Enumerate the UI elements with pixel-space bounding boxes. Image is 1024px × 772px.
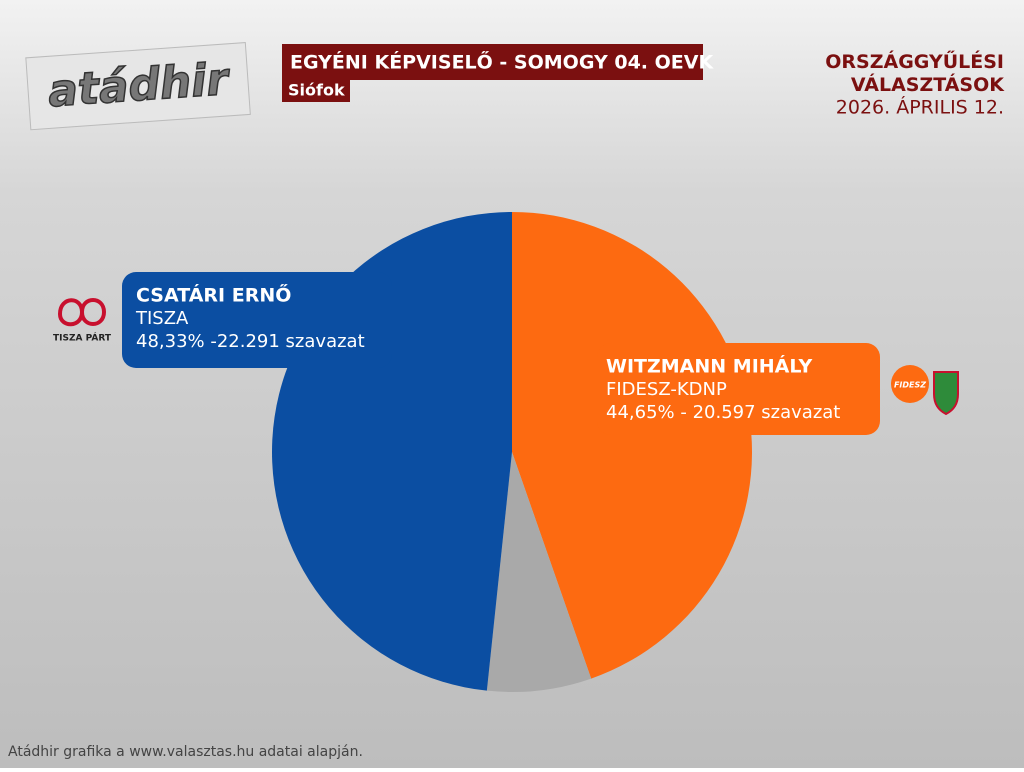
value-label: 48,33% -22.291 szavazat	[136, 331, 365, 352]
title-box	[282, 44, 703, 80]
candidate-name: WITZMANN MIHÁLY	[606, 355, 813, 378]
fidesz-logo: FIDESZ	[891, 365, 959, 416]
fidesz-circle	[891, 365, 929, 403]
tisza-symbol	[57, 298, 107, 327]
value-label: 44,65% - 20.597 szavazat	[606, 402, 840, 423]
label-box	[122, 272, 392, 368]
party-name: FIDESZ-KDNP	[606, 379, 727, 400]
tisza-logo: TISZA PÁRT	[53, 298, 112, 344]
chart-subtitle: Siófok	[288, 81, 345, 100]
election-title: ORSZÁGGYŰLÉSI VÁLASZTÁSOK	[825, 49, 1005, 96]
party-name: TISZA	[135, 308, 189, 329]
label-box	[597, 343, 880, 435]
tisza-logo-text: TISZA PÁRT	[53, 332, 112, 344]
chart-title: EGYÉNI KÉPVISELŐ - SOMOGY 04. OEVK	[290, 50, 714, 74]
subtitle-box	[282, 80, 350, 102]
kdnp-shield	[933, 371, 959, 416]
fidesz-logo-text: FIDESZ	[894, 381, 926, 390]
logo: atádhir	[25, 42, 251, 131]
logo-box	[25, 42, 251, 131]
footer: Atádhir grafika a www.valasztas.hu adata…	[8, 744, 363, 760]
candidate-name: CSATÁRI ERNŐ	[136, 283, 291, 307]
pie-slice	[512, 212, 752, 679]
pie-slice	[486, 452, 592, 692]
election-date: 2026. ÁPRILIS 12.	[836, 96, 1004, 119]
